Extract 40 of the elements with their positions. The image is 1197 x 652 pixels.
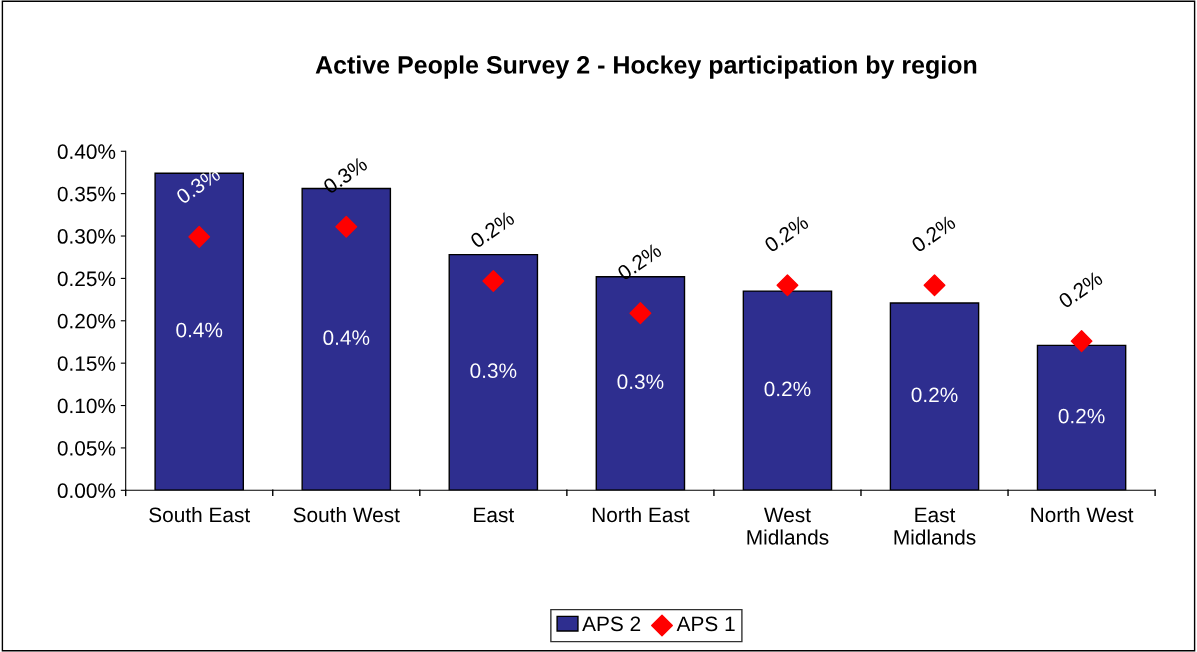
point xyxy=(629,302,652,325)
point xyxy=(776,274,799,297)
legend-label: APS 1 xyxy=(676,616,735,632)
data-label: 0.4% xyxy=(176,322,223,338)
y-tick-label: 0.10% xyxy=(57,398,116,414)
data-label: 0.2% xyxy=(1058,408,1105,424)
data-label: 0.2% xyxy=(763,214,810,253)
point xyxy=(482,269,505,292)
x-tick-label: East xyxy=(474,507,515,523)
data-label: 0.2% xyxy=(469,210,516,249)
data-label: 0.2% xyxy=(910,214,957,253)
point xyxy=(335,215,358,238)
y-tick-label: 0.35% xyxy=(57,186,116,202)
legend-label: APS 2 xyxy=(582,616,641,632)
y-tick-label: 0.25% xyxy=(57,271,116,287)
x-tick-label: West Midlands xyxy=(747,507,829,545)
y-tick-label: 0.15% xyxy=(57,356,116,371)
x-tick-label: South East xyxy=(149,506,251,523)
x-tick-label: East Midlands xyxy=(894,507,976,545)
data-label: 0.3% xyxy=(175,166,222,205)
data-label: 0.2% xyxy=(616,242,663,281)
data-label: 0.2% xyxy=(1057,270,1104,309)
point xyxy=(1070,330,1093,353)
x-tick-label: South West xyxy=(293,506,400,523)
data-label: 0.3% xyxy=(617,374,664,390)
x-tick-label: North East xyxy=(592,506,690,523)
data-label: 0.4% xyxy=(323,330,370,346)
y-tick-label: 0.00% xyxy=(57,483,116,499)
data-label: 0.2% xyxy=(764,381,811,397)
point xyxy=(188,225,211,248)
point xyxy=(923,274,946,297)
y-tick-label: 0.30% xyxy=(57,229,116,244)
chart-title: Active People Survey 2 - Hockey participation by region xyxy=(315,55,977,79)
y-tick-label: 0.05% xyxy=(57,440,116,456)
data-label: 0.3% xyxy=(322,156,369,195)
data-label: 0.3% xyxy=(470,363,517,379)
y-tick-label: 0.40% xyxy=(57,144,116,160)
x-tick-label: North West xyxy=(1031,506,1134,523)
y-tick-label: 0.20% xyxy=(57,313,116,329)
data-label: 0.2% xyxy=(911,387,958,403)
